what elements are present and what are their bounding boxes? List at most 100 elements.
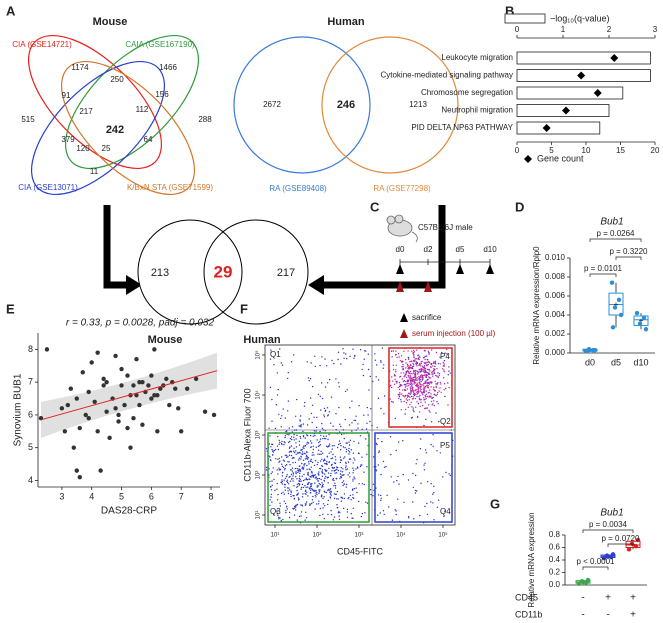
- event-dot: [315, 446, 317, 448]
- event-dot: [321, 427, 324, 430]
- event-dot: [314, 355, 316, 357]
- event-dot: [341, 474, 343, 476]
- event-dot: [441, 351, 443, 354]
- bracket: [589, 273, 617, 277]
- x-tick-label: 2: [607, 25, 612, 34]
- event-dot: [270, 446, 272, 448]
- event-dot: [355, 415, 357, 417]
- event-dot: [322, 486, 324, 488]
- event-dot: [436, 383, 438, 385]
- event-dot: [429, 411, 431, 413]
- event-dot: [402, 380, 405, 383]
- event-dot: [268, 443, 271, 445]
- event-dot: [300, 456, 302, 458]
- y-tick-label: 0.0: [549, 580, 561, 589]
- event-dot: [447, 404, 449, 406]
- event-dot: [418, 397, 421, 400]
- gate-label: Q2: [440, 417, 451, 426]
- event-dot: [304, 479, 306, 481]
- event-dot: [330, 457, 332, 460]
- event-dot: [337, 507, 339, 509]
- event-dot: [328, 378, 331, 381]
- event-dot: [366, 406, 368, 409]
- event-dot: [301, 466, 304, 468]
- set-circle: [137, 219, 243, 325]
- count: 11: [90, 167, 99, 176]
- event-dot: [286, 480, 288, 483]
- event-dot: [269, 435, 271, 437]
- event-dot: [298, 444, 301, 446]
- event-dot: [331, 445, 334, 447]
- event-dot: [417, 357, 420, 360]
- event-dot: [404, 374, 406, 376]
- event-dot: [293, 514, 296, 516]
- event-dot: [345, 462, 347, 465]
- event-dot: [319, 467, 321, 470]
- gate-label: Q1: [270, 350, 281, 359]
- event-dot: [300, 504, 302, 506]
- event-dot: [340, 500, 342, 502]
- event-dot: [279, 348, 281, 350]
- event-dot: [418, 398, 421, 401]
- event-dot: [288, 447, 291, 449]
- event-dot: [272, 467, 274, 469]
- event-dot: [420, 380, 422, 383]
- event-dot: [282, 491, 284, 493]
- event-dot: [327, 438, 329, 441]
- event-dot: [440, 383, 442, 385]
- event-dot: [354, 459, 356, 461]
- event-dot: [283, 483, 286, 486]
- data-point: [585, 577, 591, 583]
- event-dot: [434, 360, 437, 362]
- event-dot: [298, 475, 301, 477]
- event-dot: [282, 408, 284, 410]
- event-dot: [404, 386, 407, 388]
- event-dot: [393, 481, 395, 483]
- data-point: [634, 310, 640, 316]
- event-dot: [289, 438, 292, 440]
- event-dot: [321, 475, 324, 477]
- event-dot: [366, 502, 369, 504]
- chart-title: r = 0.33, p = 0.0028, padj = 0.032: [66, 318, 215, 329]
- event-dot: [327, 499, 329, 502]
- event-dot: [410, 401, 412, 403]
- count: 213: [151, 267, 169, 279]
- event-dot: [368, 389, 370, 391]
- condition-value: +: [630, 610, 636, 621]
- event-dot: [306, 483, 309, 486]
- x-tick-label: 3: [59, 491, 64, 501]
- event-dot: [283, 469, 286, 471]
- event-dot: [352, 480, 354, 482]
- event-dot: [425, 393, 427, 396]
- event-dot: [298, 459, 300, 461]
- event-dot: [349, 458, 352, 460]
- chart-title: Bub1: [600, 508, 623, 519]
- data-point: [579, 579, 585, 584]
- event-dot: [442, 377, 445, 379]
- event-dot: [343, 497, 345, 500]
- event-dot: [426, 407, 429, 409]
- event-dot: [303, 452, 305, 454]
- event-dot: [408, 366, 411, 368]
- x-tick-label: 4: [89, 491, 94, 501]
- event-dot: [359, 465, 362, 468]
- event-dot: [426, 379, 429, 381]
- event-dot: [416, 349, 418, 351]
- event-dot: [418, 376, 420, 378]
- data-point: [633, 544, 639, 549]
- event-dot: [405, 394, 407, 397]
- event-dot: [326, 463, 328, 466]
- x-tick-label: 1: [561, 25, 566, 34]
- event-dot: [323, 473, 326, 475]
- x-tick-label: 6: [149, 491, 154, 501]
- data-point: [140, 422, 145, 427]
- event-dot: [317, 485, 320, 487]
- event-dot: [435, 412, 437, 414]
- event-dot: [304, 458, 307, 460]
- event-dot: [427, 364, 429, 366]
- event-dot: [420, 399, 422, 401]
- y-tick-label: 8: [28, 344, 33, 354]
- data-point: [173, 386, 178, 391]
- event-dot: [309, 504, 311, 506]
- event-dot: [278, 443, 280, 445]
